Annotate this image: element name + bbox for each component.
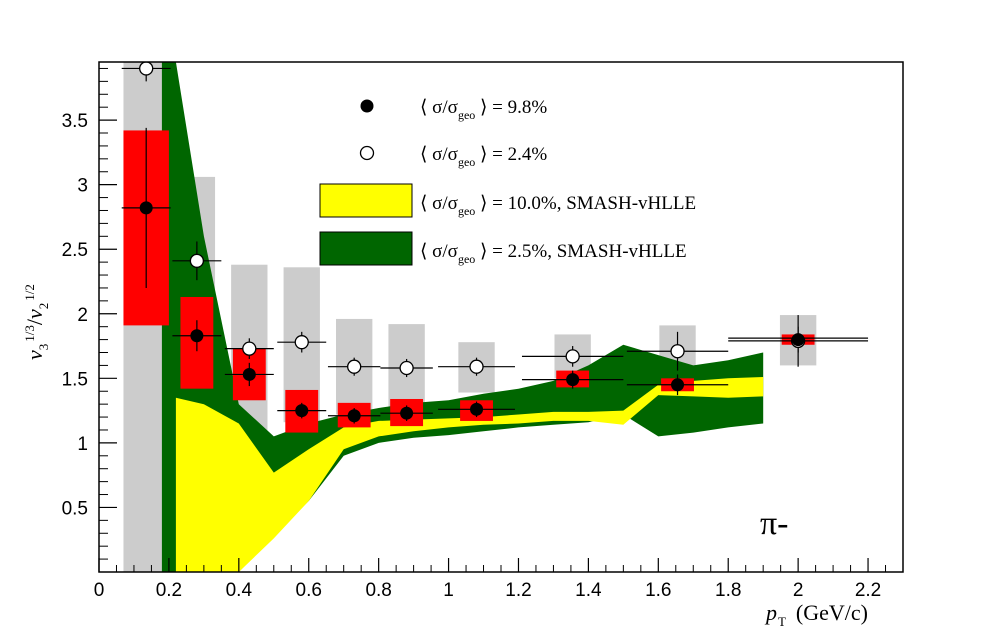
legend-marker-open <box>359 145 375 161</box>
band-yellow <box>175 377 764 572</box>
marker-open <box>242 341 257 356</box>
y-tick-label: 3 <box>77 176 88 197</box>
marker-filled <box>139 201 153 215</box>
x-tick-label: 1.2 <box>505 580 531 601</box>
y-tick-label: 1.5 <box>62 369 88 390</box>
marker-filled <box>791 333 805 347</box>
x-tick-label: 1.4 <box>575 580 602 601</box>
y-title-v2-sub: 2 <box>36 303 51 310</box>
band-green <box>161 62 764 572</box>
marker-filled <box>566 373 580 387</box>
legend-swatch-green <box>319 231 413 266</box>
x-tick-label: 0.4 <box>226 580 253 601</box>
legend-label-filled: ⟨ σ/σgeo ⟩ = 9.8% <box>420 97 547 122</box>
y-tick-label: 1 <box>77 434 88 455</box>
x-tick-label: 0.6 <box>296 580 322 601</box>
x-tick-label: 0.8 <box>365 580 391 601</box>
x-tick-label: 0 <box>94 580 105 601</box>
legend: ⟨ σ/σgeo ⟩ = 9.8% ⟨ σ/σgeo ⟩ = 2.4% ⟨ σ/… <box>319 97 696 266</box>
y-tick-label: 0.5 <box>62 498 88 519</box>
marker-filled <box>671 378 685 392</box>
y-title-v3: v <box>22 350 47 360</box>
legend-label-open: ⟨ σ/σgeo ⟩ = 2.4% <box>420 144 547 169</box>
marker-open <box>469 359 484 374</box>
y-title-v3-sub: 3 <box>36 344 51 351</box>
x-tick-label: 2 <box>793 580 804 601</box>
y-axis-title: v31/3/v21/2 <box>22 284 51 360</box>
y-tick-label: 2 <box>77 305 88 326</box>
marker-filled <box>470 402 484 416</box>
marker-filled <box>242 367 256 381</box>
marker-open <box>294 335 309 350</box>
band-green-series <box>161 62 764 572</box>
x-tick-label: 1.8 <box>715 580 741 601</box>
y-title-slash: / <box>22 318 47 325</box>
x-tick-label: 1 <box>443 580 454 601</box>
y-axis: 0.5 1 1.5 2 2.5 3 3.5 <box>62 67 117 560</box>
marker-open <box>399 360 414 376</box>
marker-open <box>139 62 154 76</box>
x-tick-label: 2.2 <box>855 580 881 601</box>
marker-filled <box>400 406 414 420</box>
markers <box>139 62 806 423</box>
legend-label-yellow: ⟨ σ/σgeo ⟩ = 10.0%, SMASH-vHLLE <box>420 193 696 218</box>
legend-label-green: ⟨ σ/σgeo ⟩ = 2.5%, SMASH-vHLLE <box>420 241 687 266</box>
marker-filled <box>295 404 309 418</box>
marker-filled <box>347 409 361 423</box>
x-title-p: p <box>764 600 777 625</box>
marker-filled <box>190 329 204 343</box>
marker-open <box>565 349 580 364</box>
y-tick-label: 3.5 <box>62 111 88 132</box>
legend-swatch-yellow <box>319 183 413 218</box>
x-tick-label: 1.6 <box>645 580 671 601</box>
x-title-sub: T <box>778 614 786 629</box>
x-title-unit: (GeV/c) <box>796 600 868 625</box>
marker-open <box>189 253 205 268</box>
marker-open <box>347 359 362 374</box>
y-tick-label: 2.5 <box>62 240 88 261</box>
legend-marker-filled <box>360 99 374 113</box>
plot-area <box>121 62 869 572</box>
y-title-v2-sup: 1/2 <box>22 284 37 301</box>
x-tick-label: 0.2 <box>156 580 182 601</box>
marker-open <box>670 344 685 359</box>
x-axis-title: pT (GeV/c) <box>764 600 868 629</box>
y-title-v2: v <box>22 309 47 319</box>
band-yellow-series <box>175 377 764 572</box>
particle-label: π- <box>760 505 789 542</box>
x-axis: 0 0.2 0.4 0.6 0.8 1 1.2 1.4 1.6 1.8 2 2.2 <box>94 558 887 601</box>
y-title-v3-sup: 1/3 <box>22 325 37 342</box>
